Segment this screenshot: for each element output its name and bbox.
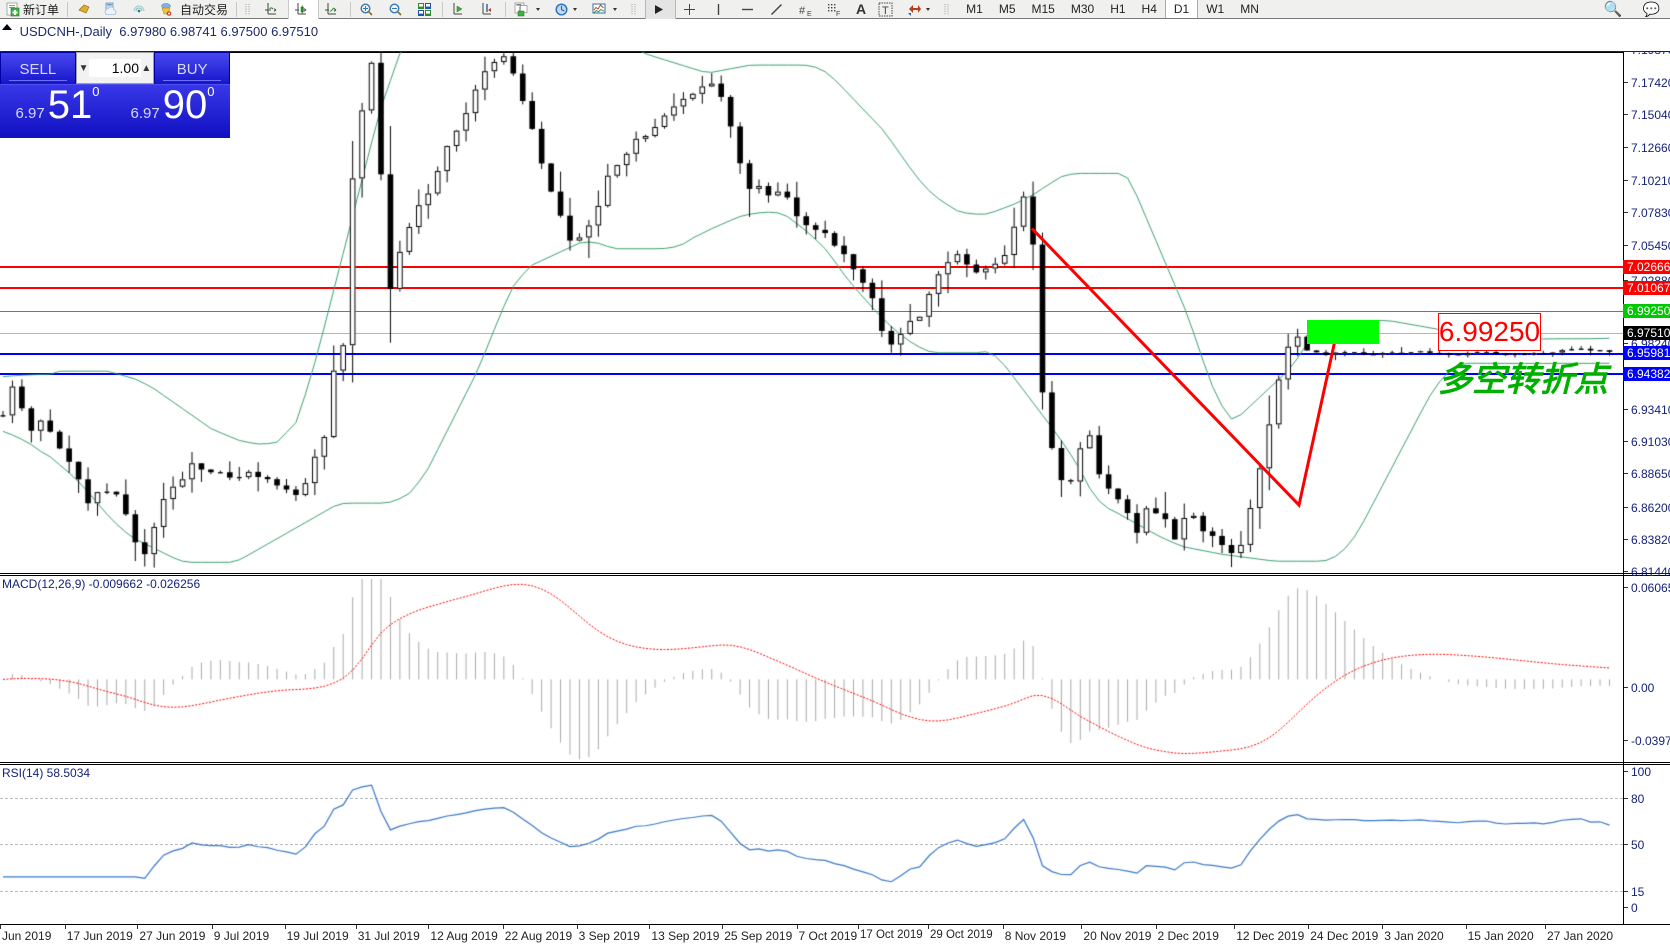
svg-text:F: F — [836, 11, 840, 17]
svg-text:#: # — [799, 5, 806, 17]
svg-text:E: E — [807, 11, 812, 17]
svg-text:T: T — [882, 5, 889, 17]
